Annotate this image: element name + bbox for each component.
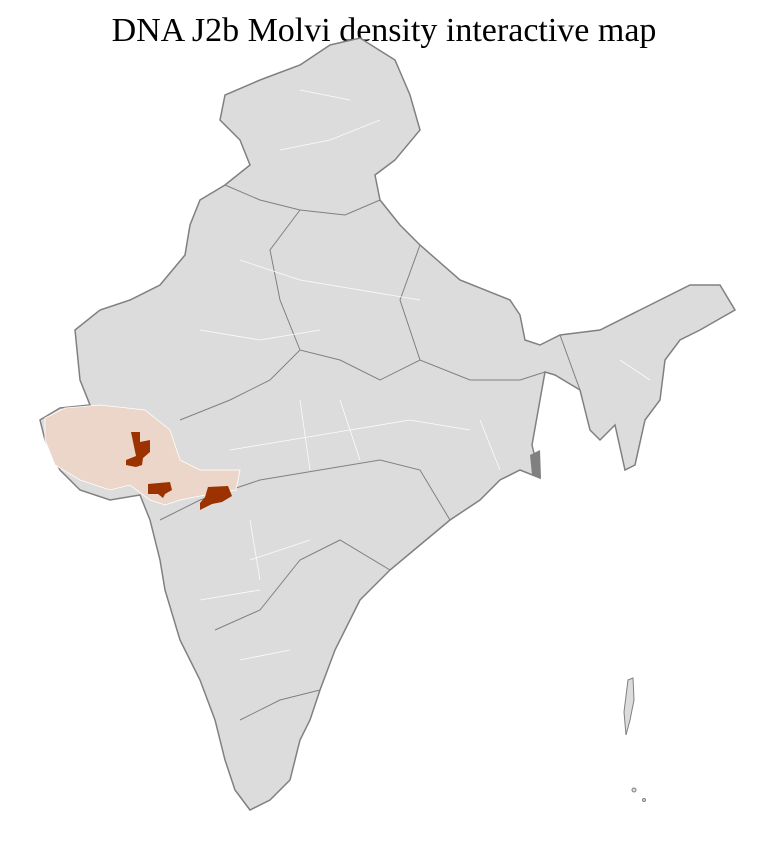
state-borders [159,184,581,721]
high-density-south-gujarat[interactable] [148,482,172,498]
district-lines [199,89,651,661]
high-density-maharashtra[interactable] [200,486,232,510]
bangladesh-gap-sundarbans [530,450,541,478]
andaman-islands[interactable] [623,677,646,802]
high-density-central-gujarat[interactable] [126,432,150,467]
map-title: DNA J2b Molvi density interactive map [111,12,657,49]
